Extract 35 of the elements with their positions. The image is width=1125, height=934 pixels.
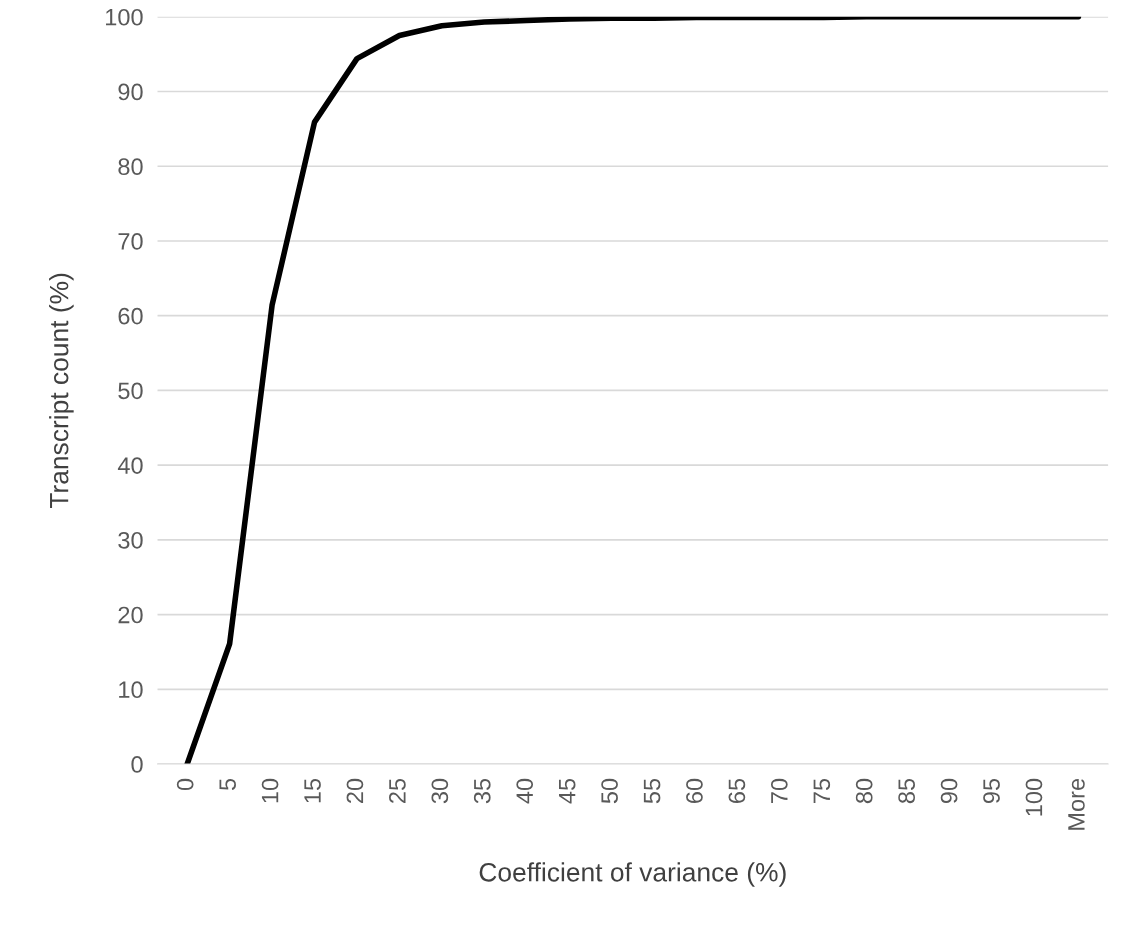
x-tick-label: More [1068,778,1085,830]
y-tick-label: 100 [106,8,143,26]
y-tick-label: 70 [118,233,143,250]
x-tick-label: 5 [219,778,236,791]
x-tick-label: 15 [304,778,321,803]
x-tick-label: 60 [686,778,703,803]
y-tick-label: 40 [117,457,143,474]
y-tick-label: 50 [118,382,143,400]
x-tick-label: 0 [176,778,194,791]
x-tick-label: 75 [813,778,831,803]
x-tick-label: 40 [516,778,534,804]
x-tick-label: 80 [855,778,873,804]
x-tick-label: 65 [728,778,746,803]
y-tick-label: 60 [118,307,143,325]
y-tick-label: 90 [118,83,143,101]
x-tick-label: 50 [601,778,618,804]
y-tick-label: 20 [118,606,143,624]
x-tick-label: 100 [1025,778,1043,816]
x-tick-label: 30 [431,778,449,804]
y-tick-label: 10 [119,681,143,699]
x-axis-title: Coefficient of variance (%) [479,862,786,887]
x-tick-label: 85 [898,778,915,804]
x-tick-label: 35 [473,778,491,804]
x-tick-label: 55 [643,778,661,804]
x-tick-label: 10 [261,778,279,803]
x-tick-label: 90 [940,778,958,804]
x-tick-label: 70 [770,778,788,803]
x-tick-label: 45 [559,778,576,804]
x-tick-label: 25 [389,778,406,803]
x-tick-label: 20 [346,778,364,803]
x-tick-label: 95 [983,778,1000,804]
y-axis-title: Transcript count (%) [49,273,74,509]
y-tick-label: 30 [118,531,143,549]
y-tick-label: 80 [118,158,143,176]
y-tick-label: 0 [131,756,143,773]
